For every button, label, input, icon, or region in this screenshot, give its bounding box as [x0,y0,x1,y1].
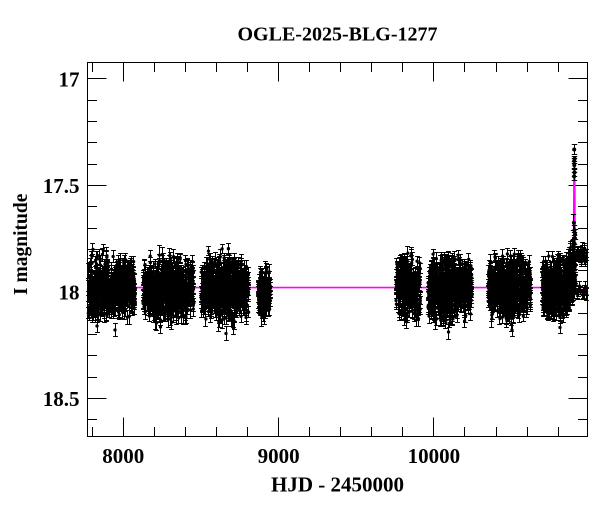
svg-text:9000: 9000 [258,444,300,468]
svg-text:10000: 10000 [408,444,461,468]
svg-text:HJD - 2450000: HJD - 2450000 [271,473,404,497]
svg-text:17: 17 [59,67,80,91]
svg-text:17.5: 17.5 [43,174,80,198]
svg-text:18.5: 18.5 [43,387,80,411]
svg-text:I magnitude: I magnitude [11,193,32,295]
svg-text:18: 18 [59,281,80,305]
svg-text:8000: 8000 [102,444,144,468]
svg-text:OGLE-2025-BLG-1277: OGLE-2025-BLG-1277 [237,24,437,46]
